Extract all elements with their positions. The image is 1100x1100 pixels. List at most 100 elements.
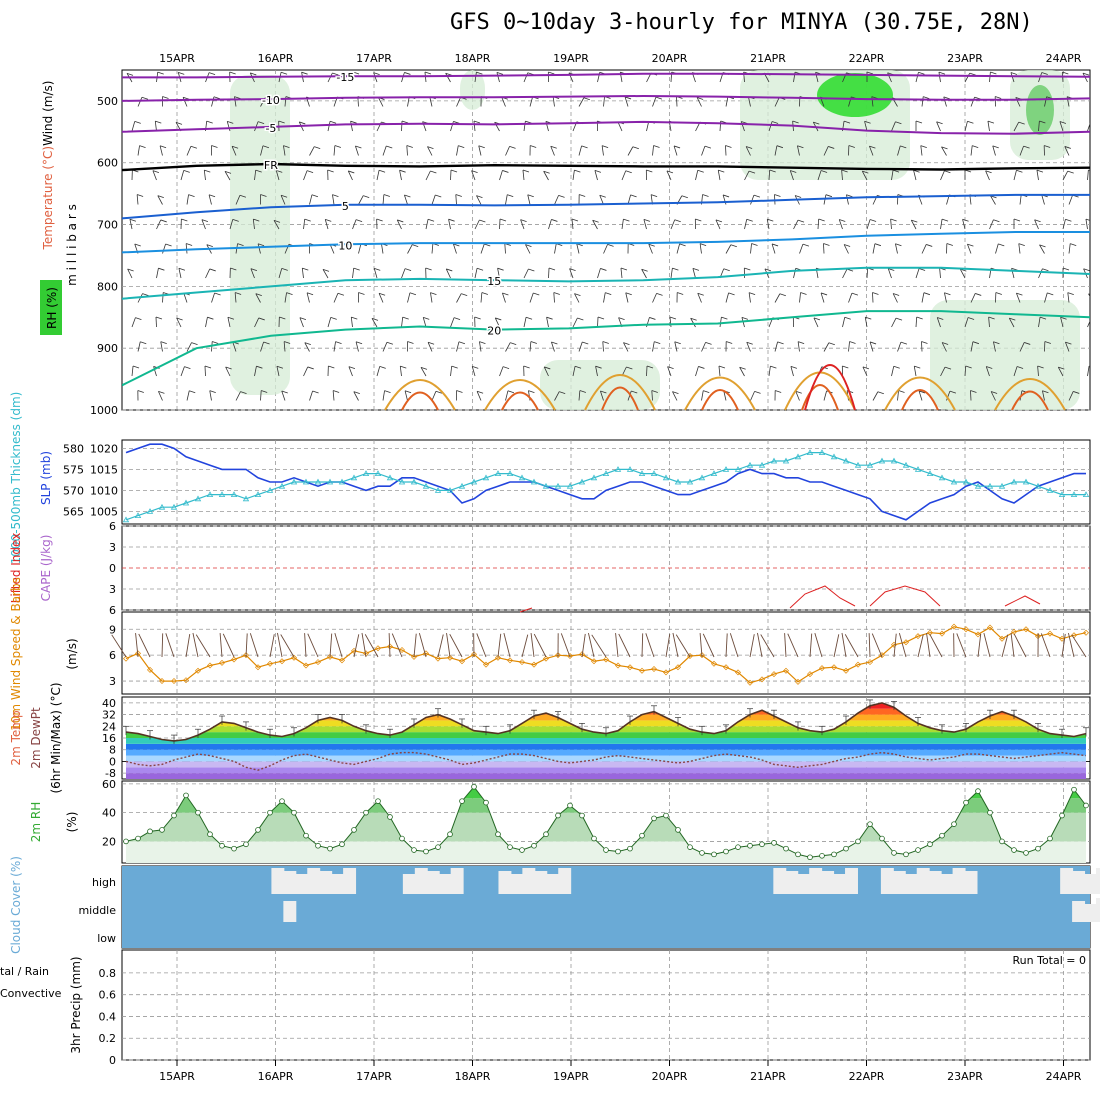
wind-barb-flag [1093,195,1099,197]
wind-barb-flag [510,342,517,346]
wind-barb-flag [160,341,167,345]
wind-barb-flag [155,316,163,320]
wind-barb-flag [158,390,165,394]
y-label-precip-part: 3hr Precip (mm) [69,956,83,1053]
wind-barb-flag [866,71,874,75]
rh2m-marker [819,853,825,859]
wind-barb-flag [969,72,976,76]
wind-barb-flag [553,292,560,295]
wind-barb-flag [900,145,907,149]
wind-barb [987,121,990,132]
wind-barb-flag [363,195,370,199]
contour-label: 10 [338,239,352,252]
wind-barb-flag [502,170,509,173]
y-tick-label: 1000 [90,404,118,417]
wind10-barb [560,633,571,658]
x-tick-label-bottom: 23APR [947,1070,983,1083]
wind-barb [897,390,899,401]
x-tick-label-bottom: 17APR [356,1070,392,1083]
wind-barb [864,317,868,328]
wind-barb [1038,268,1043,279]
wind-barb-flag [1024,342,1031,345]
y-label-wind10: 10m Wind Speed & Barbs [9,577,23,731]
wind-barb [480,243,485,254]
y-tick-label-li: 0 [109,562,116,575]
temperature-contour-line [122,162,1090,172]
rh2m-marker [399,835,405,842]
wind-barb [299,317,304,328]
wind-speed-marker [591,658,597,665]
wind-barb [842,268,848,279]
wind-barb-flag [312,390,319,394]
wind-barb-flag [577,317,584,321]
wind-barb-flag [667,366,674,369]
rh2m-marker [1011,847,1017,853]
warm-contour [501,391,539,411]
wind-barb-flag [744,267,751,271]
wind10-barb [361,632,367,658]
wind-barb [496,72,500,83]
wind-barb [1039,244,1045,254]
wind-barb [774,97,780,107]
wind-barb [358,195,364,205]
wind-barb-flag [142,293,149,296]
wind10-barb [165,633,175,658]
wind-barb-flag [746,341,753,345]
y-tick-label-rh: 40 [102,807,116,820]
wind-barb [627,146,634,156]
wind-barb-flag [224,170,232,174]
wind-barb-flag [330,317,337,320]
wind-barb [548,219,552,230]
wind-barb [257,243,261,254]
temperature-contour-line [122,231,1090,254]
wind-barb-flag [574,169,581,173]
wind-barb-flag [754,390,761,394]
wind-barb-flag [453,121,460,124]
wind-barb-flag [355,219,363,223]
warm-contour [701,389,739,411]
wind-barb-flag [543,170,550,174]
wind-barbs [126,71,1099,401]
wind-barb-flag [839,219,846,222]
wind-speed-marker [219,659,225,666]
rh2m-marker [675,827,681,833]
wind-barb-flag [206,120,213,124]
wind-speed-marker [1023,626,1029,633]
wind-barb [601,145,604,156]
wind-barb-flag [877,391,884,395]
wind-barb [456,341,460,352]
wind10-barb [956,633,967,658]
wind-barb [602,341,604,352]
wind-barb-flag [1023,145,1030,149]
wind-speed-marker [159,678,165,685]
wind-barb-flag [993,219,1000,223]
wind-barb [554,195,559,205]
thickness-marker [314,478,322,485]
wind-barb-flag [1036,169,1044,173]
wind10-barb [618,633,631,658]
wind-barb-flag [235,292,242,295]
wind-barb-flag [212,341,219,344]
wind-barb-flag [450,169,458,173]
wind-barb [768,121,773,132]
wind-barb-flag [476,390,484,394]
wind-barb [546,317,549,328]
wind-barb [157,195,163,205]
warm-contour [684,376,756,411]
y-tick-label-temp: 8 [109,744,116,757]
slp-line [125,443,1086,521]
wind-barb [1018,243,1021,254]
y-tick-label-wind: 3 [109,675,116,688]
temperature-contour-line [122,72,1090,79]
wind-barb-flag [458,341,466,345]
rh2m-marker [783,845,789,852]
y-label-slp: SLP (mb) [39,451,53,505]
rh2m-marker [363,809,369,816]
wind-barb-flag [649,317,656,320]
wind-barb-flag [137,194,144,197]
x-tick-label-bottom: 19APR [553,1070,589,1083]
wind-barb-flag [993,341,1000,345]
wind-barb-flag [624,96,632,100]
wind-barb-flag [550,145,557,149]
wind-barb-flag [926,244,933,247]
